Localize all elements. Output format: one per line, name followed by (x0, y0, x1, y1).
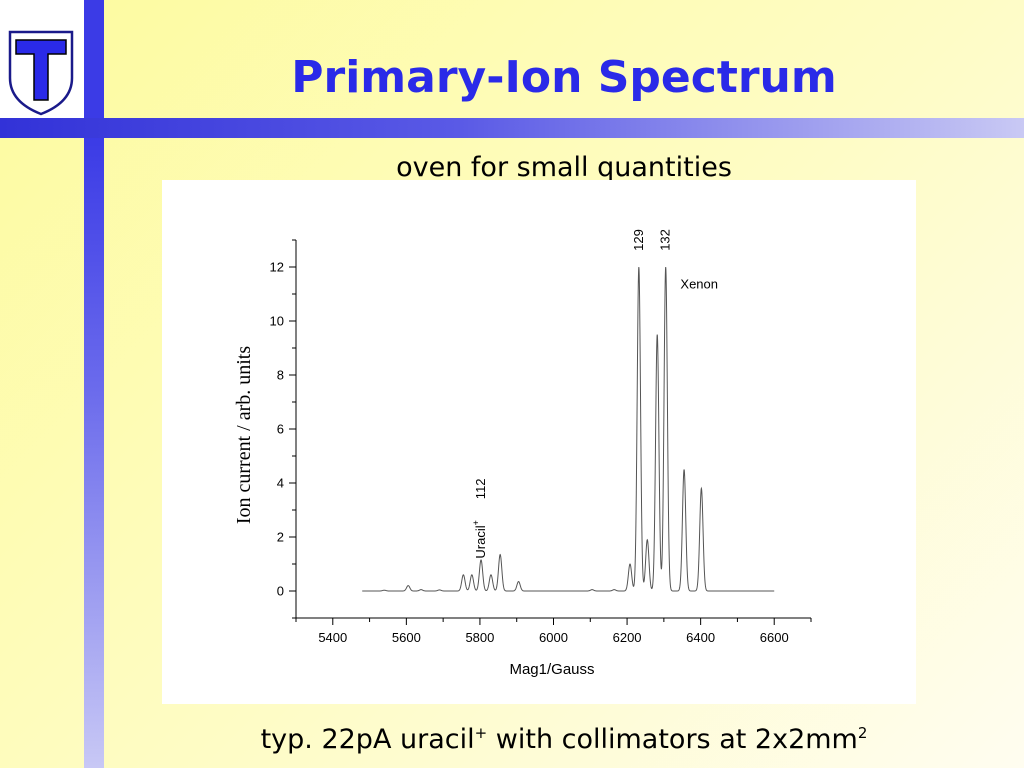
y-tick-label: 12 (270, 260, 284, 275)
x-tick-label: 6200 (613, 630, 642, 645)
page-title: Primary-Ion Spectrum (291, 52, 837, 103)
y-tick-label: 0 (277, 584, 284, 599)
y-tick-label: 6 (277, 422, 284, 437)
shield-t-logo-icon (8, 30, 74, 116)
y-tick-label: 10 (270, 314, 284, 329)
peak-annotation: 112 (473, 478, 488, 499)
peak-annotation: Xenon (680, 277, 718, 292)
slide-caption: typ. 22pA uracil+ with collimators at 2x… (104, 724, 1024, 755)
x-tick-label: 5400 (318, 630, 347, 645)
spectrum-chart: 0 2 4 6 8 10 12 5400 5600 5800 6000 6200 6400 6600 12… (233, 229, 812, 678)
spectrum-series-line (362, 266, 775, 592)
chart-panel: 0 2 4 6 8 10 12 5400 5600 5800 6000 6200 6400 6600 12… (162, 180, 916, 704)
y-axis-label: Ion current / arb. units (233, 346, 255, 524)
left-accent-bar-fade (84, 138, 104, 768)
x-tick-label: 6000 (539, 630, 568, 645)
header-accent-bar (0, 118, 1024, 138)
x-axis-label: Mag1/Gauss (509, 661, 594, 678)
peak-annotation: 132 (658, 229, 673, 251)
y-tick-label: 2 (277, 530, 284, 545)
caption-superscript: + (474, 724, 488, 742)
caption-text: typ. 22pA uracil (260, 724, 475, 755)
caption-superscript-squared: 2 (857, 724, 868, 742)
logo (0, 0, 84, 118)
slide-subtitle: oven for small quantities (396, 152, 732, 183)
chart-axes: 0 2 4 6 8 10 12 5400 5600 5800 6000 6200 6400 6600 (270, 239, 812, 645)
x-tick-label: 5600 (392, 630, 421, 645)
chart-annotations: 129 132 Xenon Uracil+ 112 (471, 229, 718, 559)
caption-text-end: with collimators at 2x2mm (487, 724, 858, 755)
x-tick-label: 6400 (686, 630, 715, 645)
y-tick-label: 8 (277, 368, 284, 383)
peak-annotation: Uracil+ (471, 520, 488, 559)
x-tick-label: 5800 (465, 630, 494, 645)
x-tick-label: 6600 (760, 630, 789, 645)
peak-annotation: 129 (631, 229, 646, 251)
y-tick-label: 4 (277, 476, 284, 491)
